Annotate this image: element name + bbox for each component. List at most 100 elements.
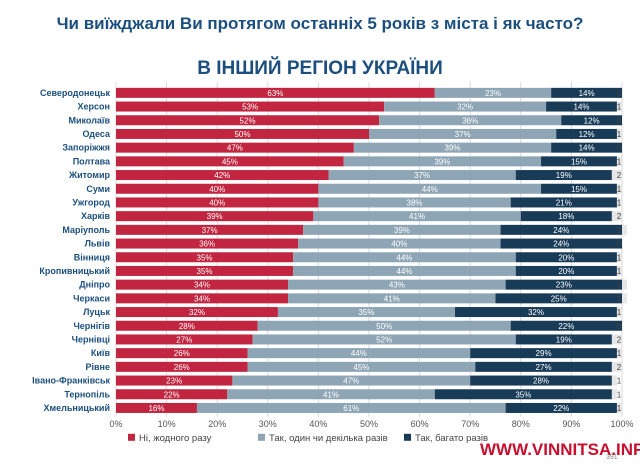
- data-label: 39%: [434, 157, 450, 166]
- data-label: 14%: [579, 89, 595, 98]
- data-label: 12%: [584, 116, 600, 125]
- bar-segment: [616, 265, 622, 276]
- legend-swatch: [404, 433, 411, 441]
- category-label: Запоріжжя: [62, 143, 110, 153]
- data-label: 35%: [197, 267, 213, 276]
- data-label: 2: [617, 212, 622, 221]
- data-label: 0: [617, 240, 622, 249]
- bar-segment: [247, 361, 476, 372]
- category-label: Черкаси: [73, 293, 110, 303]
- bar-segment: [616, 252, 622, 263]
- bar-segment: [379, 115, 562, 126]
- data-label: 26%: [174, 363, 190, 372]
- category-label: Київ: [91, 348, 111, 358]
- bar-segment: [470, 375, 612, 386]
- x-tick-label: 50%: [360, 419, 378, 429]
- category-label: Кропивницький: [39, 266, 110, 276]
- data-label: 27%: [176, 335, 192, 344]
- data-label: 2: [617, 171, 622, 180]
- bar-segment: [475, 361, 612, 372]
- legend-swatch: [128, 433, 135, 441]
- bar-segment: [116, 101, 385, 112]
- survey-question: Чи виїжджали Ви протягом останніх 5 рокі…: [56, 14, 584, 33]
- bar-segment: [616, 348, 622, 359]
- bar-segment: [116, 142, 354, 153]
- data-label: 1: [617, 404, 622, 413]
- x-tick-label: 20%: [208, 419, 226, 429]
- category-label: Вінниця: [74, 252, 110, 262]
- bar-segment: [546, 101, 617, 112]
- bar-segment: [611, 361, 622, 372]
- data-label: 24%: [553, 226, 569, 235]
- bar-segment: [384, 101, 547, 112]
- category-label: Суми: [86, 184, 110, 194]
- bar-segment: [116, 252, 294, 263]
- data-label: 40%: [209, 185, 225, 194]
- category-label: Харків: [81, 211, 111, 221]
- data-label: 40%: [209, 198, 225, 207]
- bar-segment: [318, 183, 542, 194]
- bar-segment: [116, 156, 344, 167]
- data-label: 2: [617, 363, 622, 372]
- bar-segment: [551, 87, 622, 98]
- data-label: 41%: [384, 294, 400, 303]
- bar-segment: [515, 170, 612, 181]
- legend-label: Так, один чи декілька разів: [269, 433, 388, 444]
- bar-segment: [616, 101, 622, 112]
- x-tick-label: 100%: [610, 419, 633, 429]
- bar-segment: [116, 389, 228, 400]
- data-label: 1: [617, 377, 622, 386]
- bar-segment: [116, 115, 380, 126]
- data-label: 38%: [407, 198, 423, 207]
- data-label: 21%: [556, 198, 572, 207]
- category-label: Херсон: [78, 102, 110, 112]
- bar-segment: [343, 156, 542, 167]
- category-label: Львів: [85, 239, 111, 249]
- category-label: Одеса: [83, 129, 111, 139]
- data-label: 15%: [571, 185, 587, 194]
- x-tick-label: 40%: [309, 419, 327, 429]
- data-label: 0: [617, 116, 622, 125]
- bar-segment: [505, 402, 617, 413]
- category-label: Хмельницький: [43, 403, 110, 413]
- site-watermark: WWW.VINNITSA.INFO: [480, 440, 640, 459]
- data-label: 29%: [536, 349, 552, 358]
- data-label: 15%: [571, 157, 587, 166]
- bar-segment: [116, 87, 435, 98]
- category-label: Северодонецьк: [40, 88, 111, 98]
- bar-segment: [313, 211, 521, 222]
- bar-segment: [277, 307, 456, 318]
- bar-segment: [500, 224, 622, 235]
- data-label: 44%: [351, 349, 367, 358]
- bar-segment: [616, 183, 622, 194]
- bar-segment: [303, 224, 501, 235]
- bar-segment: [616, 128, 622, 139]
- data-label: 19%: [556, 171, 572, 180]
- data-label: 1: [617, 390, 622, 399]
- bar-segment: [116, 211, 314, 222]
- bar-segment: [611, 334, 622, 345]
- data-label: 1: [617, 185, 622, 194]
- bar-segment: [622, 293, 628, 304]
- data-label: 37%: [455, 130, 471, 139]
- data-label: 41%: [409, 212, 425, 221]
- category-label: Ужгород: [72, 197, 110, 207]
- bar-segment: [116, 170, 329, 181]
- bar-segment: [541, 183, 617, 194]
- category-label: Тернопіль: [64, 389, 110, 399]
- bar-segment: [510, 320, 622, 331]
- bar-segment: [510, 197, 617, 208]
- bar-segment: [541, 156, 617, 167]
- category-label: Чернівці: [72, 334, 110, 344]
- data-label: 14%: [579, 144, 595, 153]
- category-label: Житомир: [68, 170, 111, 180]
- x-tick-label: 60%: [411, 419, 429, 429]
- data-label: 52%: [376, 335, 392, 344]
- bar-segment: [116, 197, 319, 208]
- data-label: 20%: [558, 253, 574, 262]
- bar-segment: [293, 252, 516, 263]
- bar-segment: [520, 211, 612, 222]
- bar-segment: [495, 293, 622, 304]
- bar-segment: [515, 252, 617, 263]
